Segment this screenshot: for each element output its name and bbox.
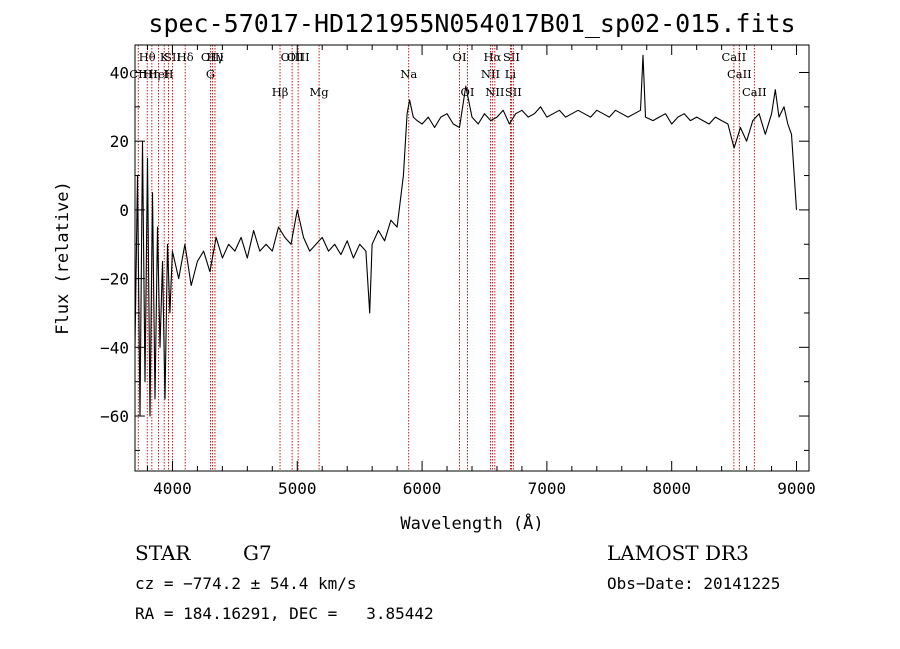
object-subclass: G7: [243, 541, 272, 565]
line-label-18: Hα: [483, 50, 501, 64]
y-tick-label: −40: [100, 338, 129, 357]
flux-series: [134, 54, 798, 417]
line-label-22: NII: [485, 85, 504, 99]
line-label-25: CaII: [727, 67, 752, 81]
x-tick-label: 7000: [528, 479, 567, 498]
line-label-19: SII: [503, 50, 520, 64]
line-label-1: Hθ: [139, 50, 156, 64]
y-tick-label: 40: [110, 63, 129, 82]
line-label-26: CaII: [742, 85, 767, 99]
chart-title: spec-57017-HD121955N054017B01_sp02-015.f…: [148, 9, 795, 38]
line-label-14: Mg: [310, 85, 330, 99]
line-label-4: K: [160, 50, 169, 64]
line-label-10: G: [206, 67, 215, 81]
redshift-text: cz = −774.2 ± 54.4 km/s: [135, 574, 357, 593]
line-label-0: CII: [129, 67, 147, 81]
y-tick-label: −20: [100, 270, 129, 289]
axis-ticks: 4000 5000 6000 7000 8000 9000 −60 −40 −20 0 20 40: [100, 45, 816, 498]
line-label-24: CaII: [721, 50, 746, 64]
survey-name: LAMOST DR3: [607, 541, 749, 565]
x-axis-label: Wavelength (Å): [400, 512, 543, 534]
line-label-6: H: [164, 67, 174, 81]
object-type: STAR: [135, 541, 191, 565]
line-label-23: SII: [505, 85, 522, 99]
coordinates-text: RA = 184.16291, DEC = 3.85442: [135, 604, 434, 623]
obs-date-text: Obs−Date: 20141225: [607, 574, 780, 593]
x-tick-label: 8000: [652, 479, 691, 498]
y-axis-label: Flux (relative): [53, 181, 73, 335]
line-label-13: OIII: [287, 50, 310, 64]
line-label-20: NII: [481, 67, 500, 81]
line-label-8: OIII: [201, 50, 224, 64]
line-label-9: Hγ: [207, 50, 224, 64]
flux-line-0: [134, 54, 798, 417]
x-tick-label: 4000: [153, 479, 192, 498]
y-tick-label: 0: [119, 201, 129, 220]
y-tick-label: 20: [110, 132, 129, 151]
line-label-15: Na: [400, 67, 417, 81]
x-tick-label: 9000: [777, 479, 816, 498]
x-tick-label: 5000: [278, 479, 317, 498]
y-tick-label: −60: [100, 407, 129, 426]
line-label-21: Li: [505, 67, 517, 81]
x-tick-label: 6000: [403, 479, 442, 498]
line-label-2: Hη: [143, 67, 160, 81]
line-label-11: Hβ: [272, 85, 289, 99]
line-label-16: OI: [453, 50, 467, 64]
line-label-7: Hδ: [177, 50, 194, 64]
plot-frame: [134, 44, 810, 472]
